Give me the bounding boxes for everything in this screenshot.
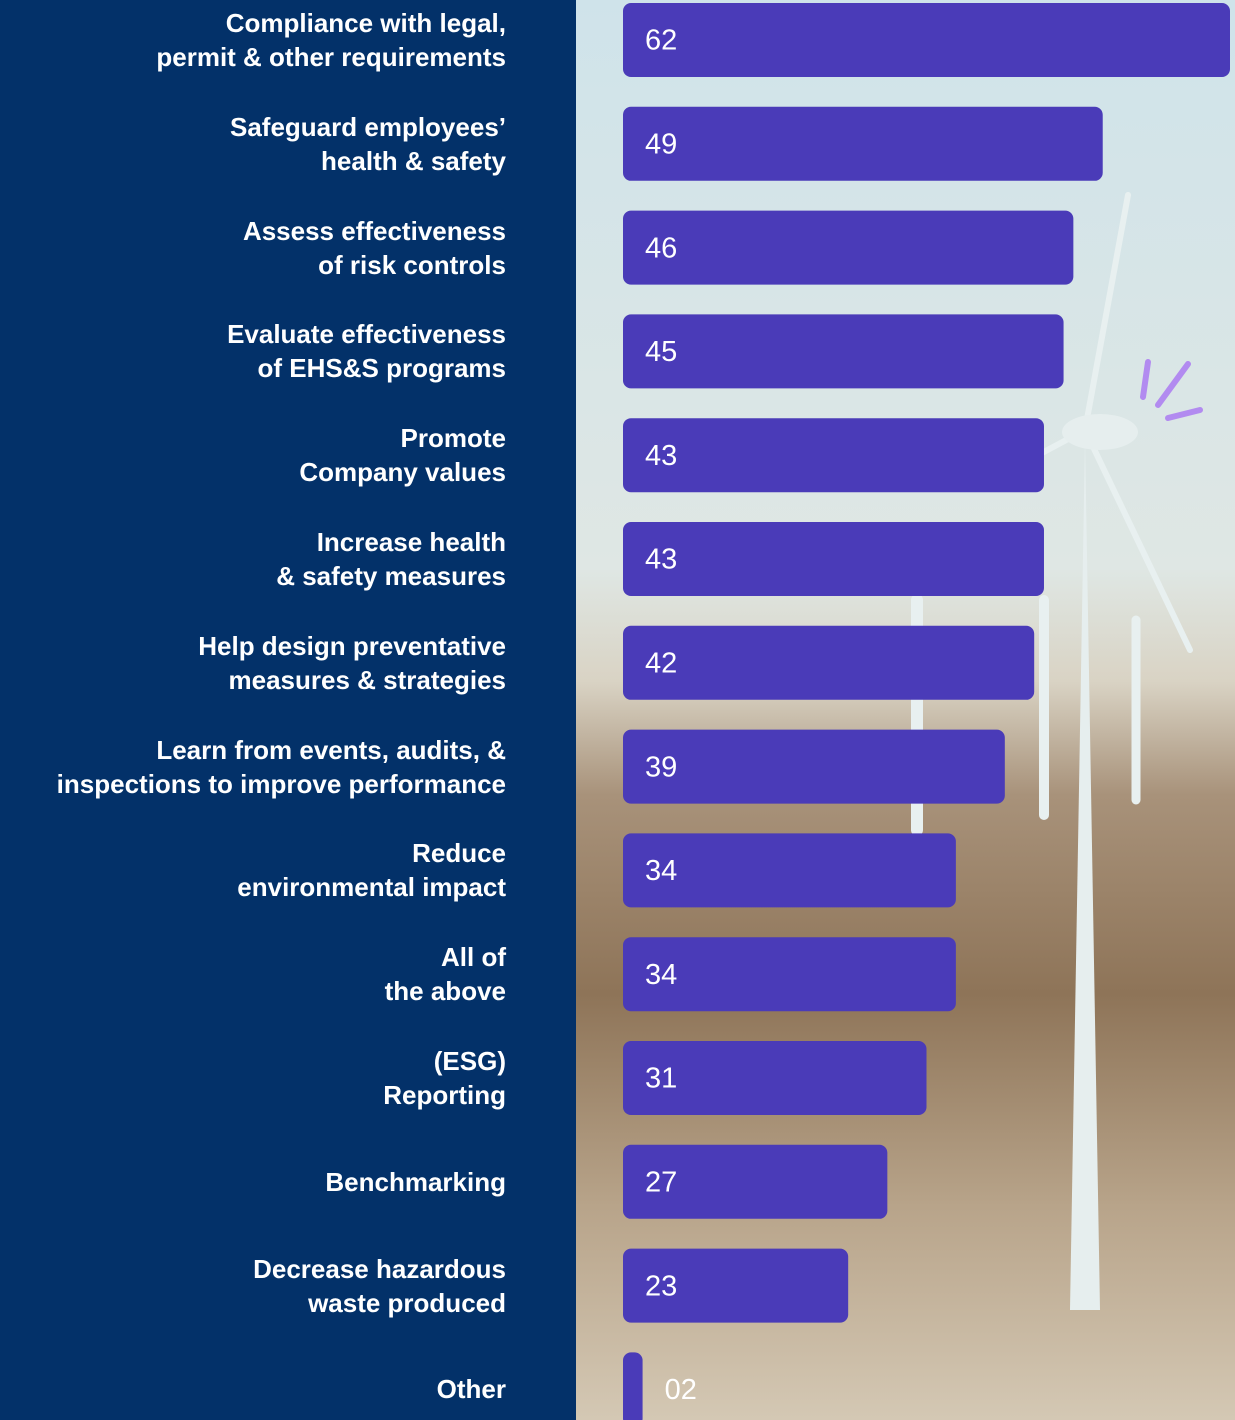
category-label: Reduce environmental impact bbox=[0, 836, 506, 904]
category-label: Benchmarking bbox=[0, 1165, 506, 1199]
value-label: 31 bbox=[645, 1063, 677, 1095]
value-label: 43 bbox=[645, 440, 677, 472]
page: {"chart_data": {"type": "bar", "orientat… bbox=[0, 0, 1235, 1420]
value-label: 45 bbox=[645, 336, 677, 368]
value-label: 42 bbox=[645, 647, 677, 679]
category-label: Promote Company values bbox=[0, 421, 506, 489]
value-label: 02 bbox=[665, 1374, 697, 1406]
value-label: 34 bbox=[645, 959, 677, 991]
value-label: 49 bbox=[645, 128, 677, 160]
value-label: 34 bbox=[645, 855, 677, 887]
category-label: Help design preventative measures & stra… bbox=[0, 629, 506, 697]
category-label: Assess effectiveness of risk controls bbox=[0, 214, 506, 282]
category-label: Compliance with legal, permit & other re… bbox=[0, 6, 506, 74]
category-label: All of the above bbox=[0, 940, 506, 1008]
category-label: Learn from events, audits, & inspections… bbox=[0, 733, 506, 801]
bar bbox=[623, 107, 1103, 181]
value-label: 27 bbox=[645, 1166, 677, 1198]
bar bbox=[623, 730, 1005, 804]
category-label: (ESG) Reporting bbox=[0, 1044, 506, 1112]
category-label: Other bbox=[0, 1372, 506, 1406]
value-label: 23 bbox=[645, 1270, 677, 1302]
category-label: Decrease hazardous waste produced bbox=[0, 1252, 506, 1320]
value-label: 39 bbox=[645, 751, 677, 783]
bar bbox=[623, 211, 1073, 285]
bar bbox=[623, 626, 1034, 700]
value-label: 46 bbox=[645, 232, 677, 264]
category-label: Safeguard employees’ health & safety bbox=[0, 110, 506, 178]
value-label: 43 bbox=[645, 544, 677, 576]
category-label: Evaluate effectiveness of EHS&S programs bbox=[0, 317, 506, 385]
value-label: 62 bbox=[645, 25, 677, 57]
bar bbox=[623, 314, 1064, 388]
bar bbox=[623, 418, 1044, 492]
bar bbox=[623, 3, 1230, 77]
bar bbox=[623, 1352, 643, 1420]
category-label: Increase health & safety measures bbox=[0, 525, 506, 593]
bar bbox=[623, 522, 1044, 596]
